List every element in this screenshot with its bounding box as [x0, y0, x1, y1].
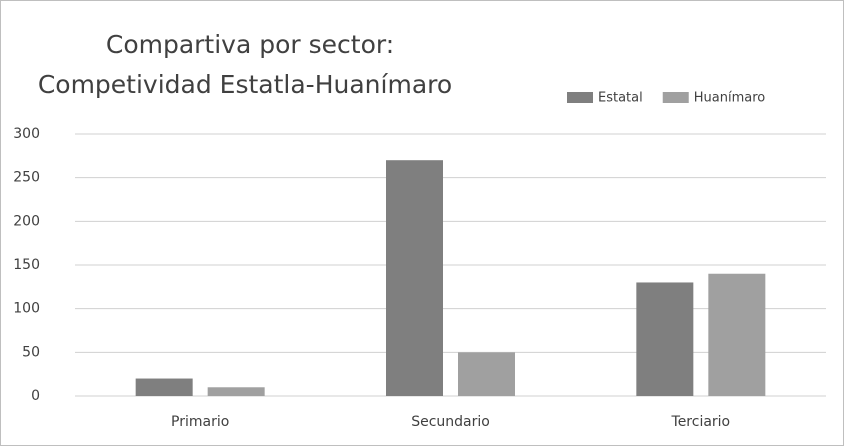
bar — [136, 379, 193, 396]
bar — [386, 160, 443, 396]
chart-title: Competividad Estatla-Huanímaro — [38, 70, 452, 99]
y-tick-label: 200 — [13, 213, 40, 229]
chart: Compartiva por sector: Competividad Esta… — [0, 0, 844, 446]
x-tick-label: Primario — [171, 414, 229, 430]
x-tick-label: Secundario — [411, 414, 490, 430]
y-tick-label: 50 — [22, 344, 40, 360]
bar — [208, 387, 265, 396]
legend-swatch — [567, 92, 593, 103]
legend-label: Estatal — [598, 91, 643, 106]
bar — [636, 282, 693, 396]
chart-title: Compartiva por sector: — [106, 30, 394, 59]
y-tick-label: 250 — [13, 170, 40, 186]
y-tick-label: 0 — [31, 388, 40, 404]
legend-swatch — [663, 92, 689, 103]
y-tick-label: 300 — [13, 126, 40, 142]
bar — [458, 352, 515, 396]
x-tick-label: Terciario — [671, 414, 731, 430]
legend-label: Huanímaro — [694, 91, 766, 106]
bar — [708, 274, 765, 396]
y-tick-label: 150 — [13, 257, 40, 273]
y-tick-label: 100 — [13, 301, 40, 317]
